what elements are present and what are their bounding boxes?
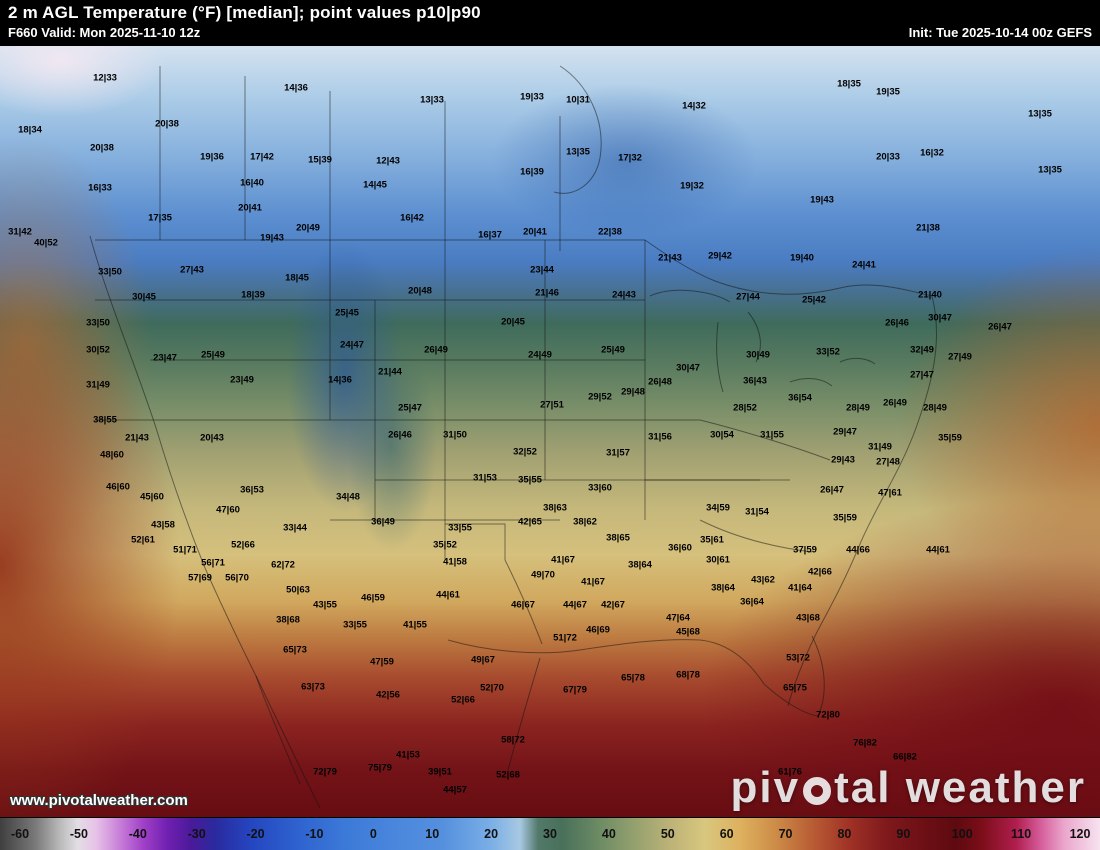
product-title: 2 m AGL Temperature (°F) [median]; point… [8, 3, 481, 22]
colorbar-ticks: -60 -50 -40 -30 -20 -10 0 10 20 30 40 50 60 70 80 90 100… [0, 818, 1100, 850]
colorbar-tick: 30 [543, 827, 557, 841]
colorbar-tick: -40 [128, 827, 147, 841]
watermark-url: www.pivotalweather.com [10, 792, 188, 809]
colorbar-tick: 50 [660, 827, 675, 841]
colorbar-tick: 10 [425, 827, 440, 841]
colorbar: -60 -50 -40 -30 -20 -10 0 10 20 30 40 50 60 70 80 90 100… [0, 817, 1100, 850]
colorbar-tick: 0 [369, 827, 377, 841]
logo-text-right: tal weather [834, 763, 1086, 812]
colorbar-tick: 110 [1011, 827, 1032, 841]
colorbar-tick: -10 [305, 827, 324, 841]
colorbar-tick: -50 [69, 827, 88, 841]
colorbar-tick: 60 [719, 827, 734, 841]
colorbar-gradient [0, 818, 1100, 850]
colorbar-tick: 20 [484, 827, 499, 841]
colorbar-tick: 90 [896, 827, 911, 841]
colorbar-tick: -30 [187, 827, 206, 841]
init-time: Init: Tue 2025-10-14 00z GEFS [908, 25, 1092, 40]
logo-text-left: piv [730, 763, 801, 812]
colorbar-tick: 80 [837, 827, 852, 841]
colorbar-tick: 70 [778, 827, 793, 841]
colorbar-tick: -20 [246, 827, 265, 841]
map-canvas[interactable]: www.pivotalweather.com piv tal weather [0, 46, 1100, 817]
state-borders [89, 65, 938, 809]
logo-o-icon [803, 777, 832, 805]
pivotal-weather-logo: piv tal weather [731, 763, 1086, 813]
colorbar-tick: 40 [601, 827, 616, 841]
colorbar-tick: 120 [1069, 827, 1091, 841]
colorbar-tick: 100 [951, 827, 973, 841]
title-bar: 2 m AGL Temperature (°F) [median]; point… [0, 0, 1100, 46]
colorbar-tick: -60 [10, 827, 30, 841]
valid-time: F660 Valid: Mon 2025-11-10 12z [8, 25, 201, 40]
